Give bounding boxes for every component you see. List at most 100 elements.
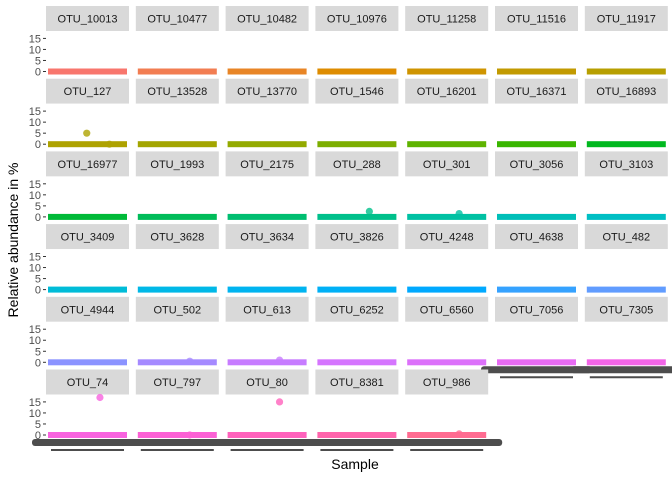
facet-label: OTU_16201 [417, 86, 477, 98]
zero-value-points [407, 141, 487, 148]
facet-label: OTU_4248 [420, 232, 474, 244]
x-axis-sample-labels [570, 366, 672, 374]
facet-panel: OTU_3103 [584, 151, 668, 220]
zero-value-points [227, 432, 307, 438]
zero-value-points [227, 68, 307, 75]
facet-label: OTU_3634 [240, 232, 294, 244]
facet-label: OTU_301 [423, 159, 471, 171]
facet-plot-area [315, 31, 399, 75]
facet-strip [315, 224, 399, 250]
zero-value-points [317, 432, 397, 438]
facet-plot-area [405, 249, 489, 293]
facet-strip [584, 224, 668, 250]
data-point [186, 431, 194, 439]
zero-value-points [497, 359, 576, 366]
facet-panel: OTU_16893 [584, 78, 668, 148]
facet-panel: OTU_288 [315, 151, 399, 220]
data-point [105, 140, 113, 148]
facet-plot-area [46, 176, 129, 220]
zero-value-points [227, 141, 307, 148]
facet-strip [46, 296, 129, 322]
facet-panel: OTU_1993 [135, 151, 219, 220]
y-tick-label: 15 [29, 106, 41, 118]
facet-strip [405, 369, 489, 395]
facet-label: OTU_1993 [150, 159, 204, 171]
facet-plot-area [135, 103, 219, 148]
facet-plot-area [225, 249, 309, 293]
data-point [275, 398, 284, 406]
facet-label: OTU_10013 [58, 14, 118, 26]
facet-strip [315, 151, 399, 177]
facet-strip [135, 224, 219, 250]
data-point [83, 129, 91, 137]
data-point [455, 430, 463, 438]
y-tick-label: 10 [29, 263, 41, 275]
facet-strip [405, 6, 489, 31]
facet-strip [135, 78, 219, 104]
facet-label: OTU_13770 [237, 86, 297, 98]
facet-label: OTU_6560 [420, 304, 474, 316]
facet-panel: OTU_986 [391, 369, 503, 451]
facet-strip [495, 78, 578, 104]
facet-strip [225, 78, 309, 104]
facet-plot-area [495, 31, 578, 75]
facet-strip [46, 6, 129, 31]
facet-plot-area [315, 249, 399, 293]
facet-plot-area [225, 31, 309, 75]
zero-value-points [227, 286, 307, 293]
zero-value-points [48, 432, 127, 438]
zero-value-points [317, 213, 397, 220]
facet-label: OTU_74 [67, 377, 109, 389]
facet-strip [225, 224, 309, 250]
x-axis-title: Sample [331, 456, 379, 472]
y-tick-label: 15 [29, 397, 41, 409]
y-tick-label: 10 [29, 335, 41, 347]
facet-label: OTU_11917 [597, 14, 656, 26]
x-axis-sample-labels [211, 439, 323, 446]
facet-panel: OTU_301 [405, 151, 489, 220]
facet-label: OTU_127 [64, 86, 112, 98]
zero-value-points [48, 141, 127, 148]
facet-plot-area [405, 103, 489, 148]
facet-strip [135, 151, 219, 177]
facet-strip [225, 369, 309, 395]
facet-label: OTU_986 [423, 377, 471, 389]
facet-panel: OTU_7056 [481, 296, 592, 379]
y-tick-label: 10 [29, 190, 41, 202]
facet-strip [584, 151, 668, 177]
facet-strip [46, 151, 129, 177]
data-point [275, 356, 284, 364]
facet-strip [225, 151, 309, 177]
facet-plot-area [405, 176, 489, 220]
facet-label: OTU_80 [246, 377, 288, 389]
facet-label: OTU_16977 [58, 159, 118, 171]
facet-strip [584, 78, 668, 104]
facet-strip [315, 6, 399, 31]
facet-plot-area [405, 31, 489, 75]
facet-plot-area [46, 31, 129, 75]
zero-value-points [137, 68, 217, 75]
y-tick-label: 5 [35, 55, 41, 67]
zero-value-points [586, 141, 666, 148]
facet-plot-area [584, 103, 668, 148]
facet-label: OTU_3056 [510, 159, 564, 171]
zero-value-points [317, 141, 397, 148]
facet-label: OTU_797 [153, 377, 201, 389]
facet-label: OTU_10976 [327, 14, 387, 26]
facet-plot-area [46, 394, 129, 438]
facet-plot-area [46, 321, 129, 366]
facet-panel: OTU_6252 [315, 296, 399, 366]
facet-label: OTU_613 [243, 304, 291, 316]
zero-value-points [137, 213, 217, 220]
zero-value-points [586, 286, 666, 293]
facet-panel: OTU_3826 [315, 224, 399, 293]
facet-label: OTU_10482 [237, 14, 297, 26]
y-tick-label: 10 [29, 408, 41, 420]
x-axis-sample-labels [481, 366, 592, 374]
facet-panel: OTU_7305 [570, 296, 672, 379]
facet-label: OTU_3409 [61, 232, 115, 244]
